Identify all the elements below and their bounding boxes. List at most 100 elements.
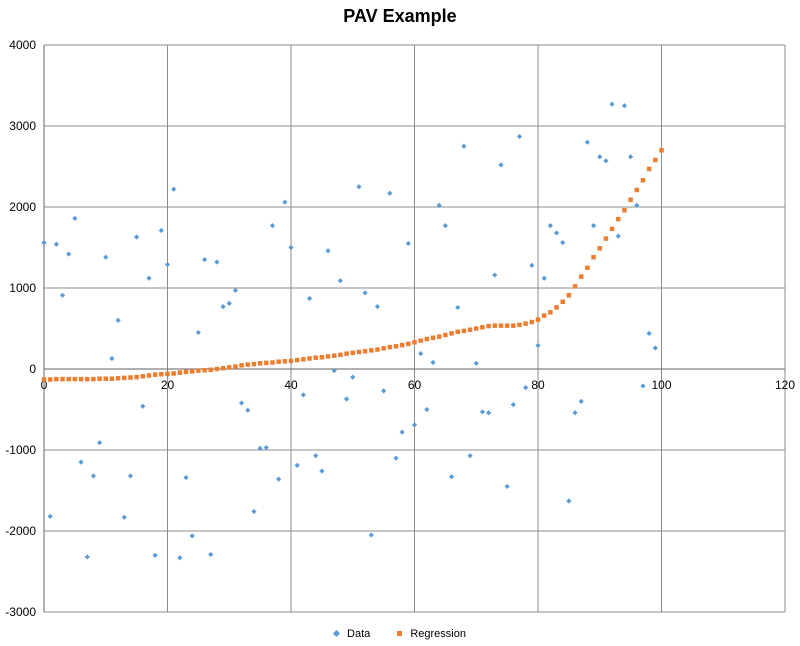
regression-point — [78, 376, 84, 382]
data-point — [183, 474, 189, 481]
data-point — [566, 498, 572, 504]
regression-point — [418, 338, 423, 343]
regression-point — [54, 376, 59, 382]
regression-point — [47, 377, 53, 382]
data-point — [418, 351, 424, 357]
regression-point — [72, 376, 78, 382]
data-point — [288, 244, 294, 251]
data-point — [300, 392, 306, 398]
regression-point — [646, 166, 652, 172]
data-point — [72, 215, 78, 221]
data-point — [269, 223, 276, 229]
regression-point — [535, 317, 541, 322]
y-tick-label: 1000 — [9, 281, 36, 295]
data-point — [374, 304, 381, 310]
data-point — [201, 257, 208, 263]
regression-point — [597, 246, 602, 251]
data-point — [523, 385, 529, 391]
legend-label-regression: Regression — [410, 627, 466, 640]
data-point — [146, 275, 152, 281]
data-point — [652, 345, 658, 351]
regression-point — [350, 350, 355, 356]
data-point — [337, 278, 343, 284]
legend: Data Regression — [0, 627, 800, 640]
regression-point — [560, 299, 565, 305]
data-point — [646, 330, 652, 336]
data-point — [535, 342, 541, 349]
regression-point — [634, 187, 640, 193]
regression-point — [196, 368, 201, 373]
data-point — [486, 410, 492, 416]
regression-point — [91, 376, 96, 382]
data-point — [66, 251, 72, 257]
regression-point — [251, 361, 257, 367]
regression-point — [566, 293, 572, 298]
legend-marker-data — [332, 629, 341, 638]
data-point — [572, 410, 578, 416]
regression-point — [541, 313, 547, 318]
data-point — [584, 139, 590, 145]
regression-point — [220, 365, 226, 371]
data-point — [343, 396, 350, 402]
regression-point — [338, 352, 343, 358]
data-point — [84, 554, 90, 560]
data-point — [609, 101, 615, 107]
data-point — [350, 374, 356, 380]
regression-point — [356, 349, 362, 355]
data-point — [448, 474, 455, 480]
data-point — [171, 186, 177, 192]
data-point — [78, 459, 84, 465]
regression-point — [313, 355, 318, 360]
regression-point — [659, 148, 664, 153]
regression-point — [622, 207, 627, 213]
regression-point — [264, 360, 269, 366]
regression-point — [591, 254, 596, 260]
data-point — [455, 304, 461, 311]
legend-label-data: Data — [347, 627, 371, 640]
data-point — [294, 462, 300, 468]
regression-point — [369, 348, 374, 353]
data-point — [245, 407, 251, 413]
data-point — [541, 275, 547, 281]
regression-point — [109, 376, 115, 381]
legend-marker-regression — [397, 631, 403, 636]
data-point — [640, 383, 646, 389]
data-point — [411, 422, 418, 428]
data-point — [208, 551, 214, 558]
data-point — [257, 445, 263, 451]
regression-point — [412, 340, 417, 345]
data-point — [362, 290, 368, 296]
regression-point — [455, 329, 460, 334]
regression-point — [498, 323, 504, 328]
data-point — [603, 158, 609, 164]
data-point — [393, 455, 399, 461]
data-point — [282, 199, 288, 205]
data-point — [597, 154, 603, 160]
data-point — [96, 440, 103, 446]
series-data — [41, 101, 658, 561]
data-point — [442, 223, 448, 229]
data-point — [516, 133, 523, 140]
data-point — [578, 398, 584, 404]
data-point — [140, 403, 146, 409]
legend-item-regression: Regression — [397, 628, 466, 640]
regression-point — [436, 334, 442, 339]
regression-point — [492, 323, 498, 328]
data-point — [134, 234, 140, 240]
y-tick-label: -1000 — [5, 443, 36, 457]
regression-point — [603, 236, 609, 241]
data-point — [41, 240, 47, 246]
data-point — [553, 230, 560, 236]
data-point — [226, 300, 232, 306]
data-point — [325, 248, 331, 254]
data-point — [195, 329, 201, 336]
regression-point — [122, 375, 127, 381]
regression-point — [97, 376, 102, 381]
regression-point — [189, 369, 195, 374]
data-point — [127, 473, 134, 479]
regression-point — [443, 332, 448, 338]
regression-point — [344, 351, 349, 356]
regression-point — [239, 363, 244, 368]
axes — [43, 45, 786, 612]
